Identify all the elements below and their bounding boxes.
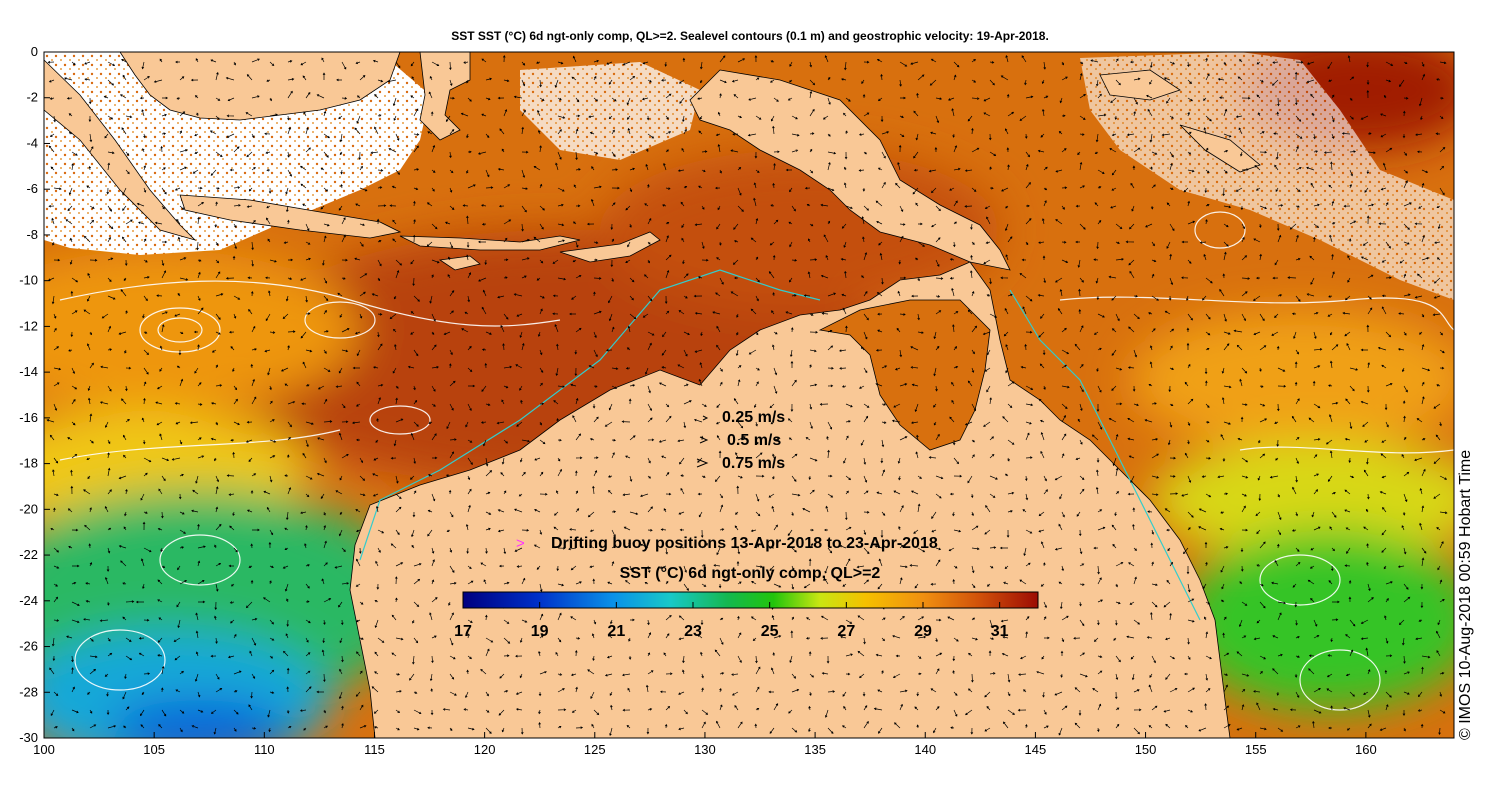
velocity-legend-arrow <box>702 415 709 421</box>
sealevel-eddy <box>159 534 241 586</box>
land-solomons <box>1179 124 1261 173</box>
colorbar: SST (°C) 6d ngt-only comp, QL>=2 17 19 21 2… <box>454 565 1039 640</box>
y-tick-label: -18 <box>19 456 38 471</box>
velocity-legend-label: 0.25 m/s <box>722 409 785 426</box>
y-tick-label: -8 <box>26 227 38 242</box>
y-tick-label: -12 <box>19 318 38 333</box>
colorbar-tick-label: 25 <box>761 623 779 640</box>
buoy-symbol: > <box>516 535 525 552</box>
colorbar-title: SST (°C) 6d ngt-only comp, QL>=2 <box>620 565 881 582</box>
x-tick-label: 155 <box>1245 742 1267 757</box>
sealevel-line <box>59 280 561 327</box>
y-tick-label: -28 <box>19 684 38 699</box>
y-tick-label: -10 <box>19 273 38 288</box>
shelf-contour-east <box>1009 289 1201 621</box>
y-tick-label: 0 <box>31 44 38 59</box>
x-tick-label: 110 <box>254 742 275 757</box>
colorbar-gradient <box>462 591 1039 609</box>
land <box>44 52 1261 738</box>
land-sulawesi <box>419 52 471 141</box>
colorbar-ticks: 17 19 21 23 25 27 29 31 <box>454 602 1009 640</box>
y-tick-label: -30 <box>19 730 38 745</box>
velocity-legend-label: 0.75 m/s <box>722 455 785 472</box>
buoy-legend-label: Drifting buoy positions 13-Apr-2018 to 2… <box>551 535 938 552</box>
x-tick-label: 120 <box>474 742 496 757</box>
y-tick-label: -16 <box>19 410 38 425</box>
land-australia <box>349 261 1231 738</box>
sealevel-eddy <box>157 317 203 343</box>
y-tick-label: -2 <box>26 90 38 105</box>
colorbar-tick-label: 19 <box>531 623 549 640</box>
y-axis: 0 -2 -4 -6 -8 -10 -12 -14 -16 -18 -20 -22 -24 -26 -28 -… <box>19 44 50 745</box>
sealevel-contours <box>59 211 1454 711</box>
buoy-legend: > Drifting buoy positions 13-Apr-2018 to… <box>516 535 938 552</box>
velocity-legend-arrow <box>699 436 709 444</box>
shelf-contours <box>359 269 1201 621</box>
cloud-patch-east <box>1080 52 1454 300</box>
map-title: SST SST (°C) 6d ngt-only comp, QL>=2. Se… <box>451 29 1049 43</box>
sealevel-eddy <box>1194 211 1246 249</box>
velocity-arrow-field <box>46 55 1448 737</box>
sealevel-line <box>1239 446 1454 454</box>
velocity-arrows <box>46 55 1448 737</box>
credit-text: © IMOS 10-Aug-2018 00:59 Hobart Time <box>1457 450 1474 740</box>
sealevel-eddy <box>1259 554 1341 606</box>
y-tick-label: -6 <box>26 181 38 196</box>
y-tick-label: -24 <box>19 593 38 608</box>
x-tick-label: 145 <box>1025 742 1047 757</box>
sealevel-eddy <box>369 405 431 435</box>
y-tick-label: -20 <box>19 501 38 516</box>
sealevel-eddy <box>1299 649 1381 711</box>
land-new-guinea <box>689 69 1011 271</box>
colorbar-tick-label: 29 <box>914 623 932 640</box>
colorbar-tick-label: 23 <box>684 623 702 640</box>
x-tick-label: 125 <box>584 742 606 757</box>
x-tick-label: 140 <box>914 742 936 757</box>
x-tick-label: 135 <box>804 742 826 757</box>
colorbar-tick-label: 31 <box>991 623 1009 640</box>
y-tick-label: -26 <box>19 639 38 654</box>
shelf-contour-northwest <box>359 269 821 561</box>
x-tick-label: 115 <box>364 742 385 757</box>
cloud-patch-banda <box>520 62 700 160</box>
colorbar-tick-label: 21 <box>607 623 625 640</box>
velocity-legend-item: 0.75 m/s <box>696 455 785 472</box>
y-tick-label: -22 <box>19 547 38 562</box>
land-sumatra <box>44 59 197 241</box>
velocity-legend-label: 0.5 m/s <box>727 432 781 449</box>
x-axis: 100 105 110 115 120 125 130 135 140 145 150 155 160 <box>33 732 1377 757</box>
land-timor <box>559 231 661 263</box>
map-frame <box>43 51 1455 739</box>
y-tick-label: -4 <box>26 135 38 150</box>
sealevel-eddy <box>74 629 166 691</box>
velocity-legend-arrow <box>696 458 709 468</box>
land-lesser-sunda <box>399 235 581 251</box>
x-tick-label: 130 <box>694 742 716 757</box>
sealevel-eddy <box>304 301 376 339</box>
x-tick-label: 100 <box>33 742 55 757</box>
velocity-legend: 0.25 m/s 0.5 m/s 0.75 m/s <box>696 409 785 472</box>
land-borneo <box>119 52 401 121</box>
map-area <box>44 52 1454 738</box>
colorbar-tick-label: 27 <box>837 623 855 640</box>
sealevel-line <box>59 429 341 461</box>
x-tick-label: 160 <box>1355 742 1377 757</box>
velocity-legend-item: 0.5 m/s <box>699 432 781 449</box>
x-tick-label: 150 <box>1135 742 1157 757</box>
velocity-legend-item: 0.25 m/s <box>702 409 785 426</box>
sealevel-line <box>1059 296 1454 331</box>
land-new-britain <box>1099 69 1181 101</box>
colorbar-tick-label: 17 <box>454 623 472 640</box>
x-tick-label: 105 <box>143 742 165 757</box>
y-tick-label: -14 <box>19 364 38 379</box>
